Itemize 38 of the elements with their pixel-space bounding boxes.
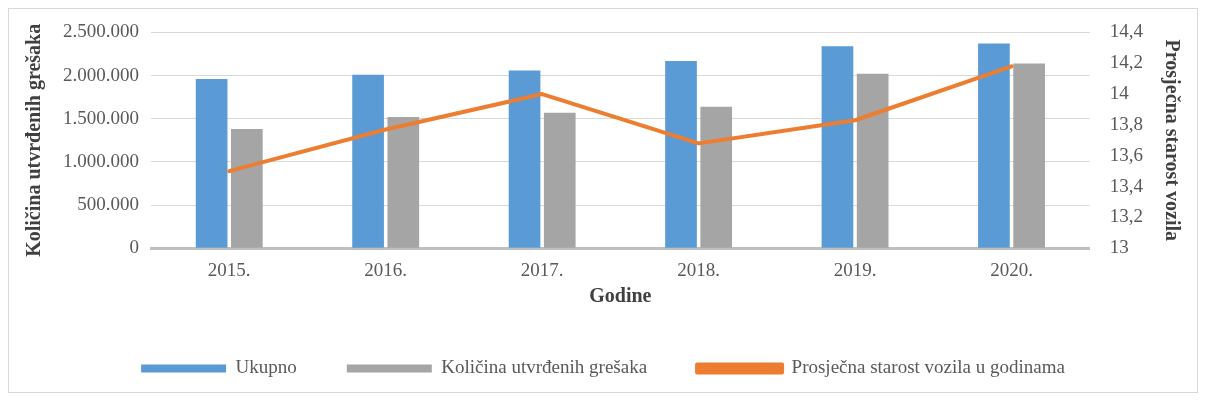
- legend-label: Prosječna starost vozila u godinama: [791, 356, 1066, 378]
- x-tick-label: 2016.: [364, 258, 408, 280]
- y2-tick-label: 14,2: [1109, 51, 1143, 73]
- y-tick-label: 500.000: [77, 193, 139, 215]
- x-axis-title: Godine: [589, 284, 652, 307]
- y2-tick-label: 14: [1109, 82, 1130, 104]
- y-axis-title: Količina utvrđenih grešaka: [22, 23, 46, 257]
- bar: [700, 106, 733, 248]
- x-tick-label: 2019.: [833, 258, 877, 280]
- bar: [665, 60, 697, 248]
- y-tick-label: 1.000.000: [63, 149, 139, 171]
- bar: [543, 112, 576, 248]
- y-tick-label: 2.500.000: [63, 20, 139, 42]
- y-tick-label: 2.000.000: [63, 63, 139, 85]
- y2-tick-label: 14,4: [1109, 20, 1144, 42]
- bar: [195, 79, 228, 248]
- x-tick-label: 2015.: [207, 258, 251, 280]
- bar: [821, 46, 854, 248]
- bar: [230, 129, 263, 248]
- bar: [856, 73, 889, 248]
- y-tick-label: 1.500.000: [63, 106, 139, 128]
- y-tick-label: 0: [129, 236, 139, 258]
- bar: [508, 70, 541, 248]
- bar: [352, 74, 384, 248]
- y2-axis-title: Prosječna starost vozila: [1160, 39, 1184, 242]
- bar: [387, 116, 420, 248]
- y2-tick-label: 13,2: [1109, 205, 1143, 227]
- bar: [978, 43, 1010, 248]
- y2-tick-label: 13: [1109, 236, 1129, 258]
- y2-tick-label: 13,8: [1109, 112, 1143, 134]
- legend-label: Količina utvrđenih grešaka: [441, 356, 648, 378]
- x-tick-label: 2017.: [520, 258, 564, 280]
- x-tick-label: 2020.: [990, 258, 1033, 280]
- y2-tick-label: 13,6: [1109, 143, 1143, 165]
- bar: [1013, 63, 1045, 248]
- legend-label: Ukupno: [235, 356, 297, 378]
- x-tick-label: 2018.: [677, 258, 720, 280]
- y2-tick-label: 13,4: [1109, 174, 1144, 196]
